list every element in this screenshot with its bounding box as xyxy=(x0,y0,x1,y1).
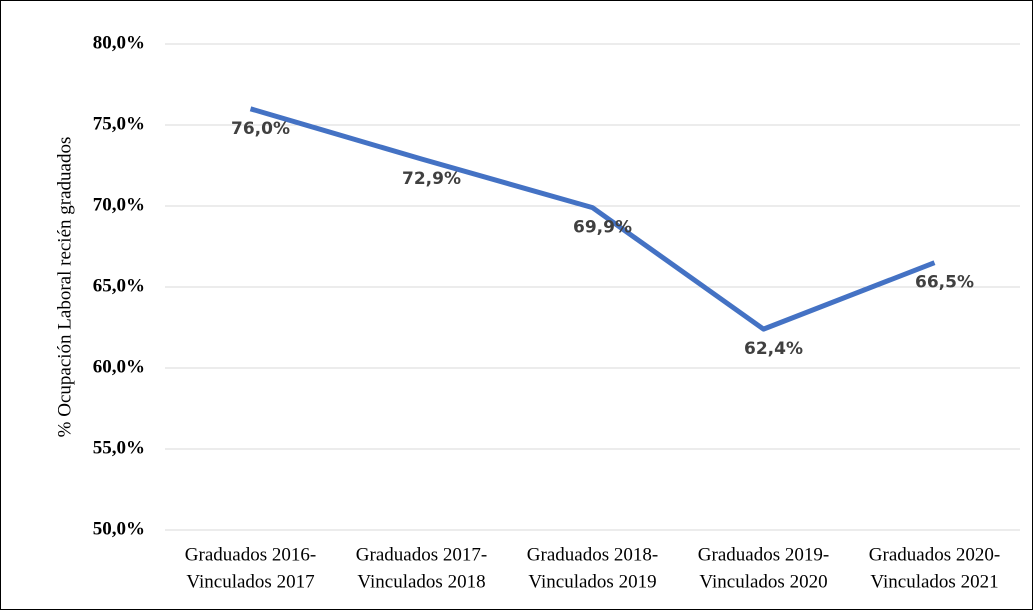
line xyxy=(249,106,936,332)
x-tick-label: Vinculados 2019 xyxy=(528,571,656,592)
x-tick-label: Graduados 2019- xyxy=(698,544,829,565)
y-tick-label: 80,0% xyxy=(93,32,145,53)
data-label: 76,0% xyxy=(231,119,290,139)
data-label: 72,9% xyxy=(402,169,461,189)
x-tick-label: Graduados 2018- xyxy=(527,544,658,565)
x-tick-label: Graduados 2017- xyxy=(356,544,487,565)
x-tick-label: Graduados 2016- xyxy=(185,544,316,565)
x-tick-label: Vinculados 2018 xyxy=(357,571,485,592)
y-tick-label: 55,0% xyxy=(93,437,145,458)
data-label: 66,5% xyxy=(915,273,974,293)
x-tick-label: Graduados 2020- xyxy=(869,544,1000,565)
y-axis-title: % Ocupación Laboral recién graduados xyxy=(54,137,75,438)
data-label: 62,4% xyxy=(744,339,803,359)
data-label: 69,9% xyxy=(573,218,632,238)
y-tick-label: 65,0% xyxy=(93,275,145,296)
y-tick-label: 75,0% xyxy=(93,113,145,134)
x-tick-label: Vinculados 2020 xyxy=(699,571,827,592)
y-tick-label: 70,0% xyxy=(93,194,145,215)
x-tick-label: Vinculados 2017 xyxy=(186,571,314,592)
x-tick-label: Vinculados 2021 xyxy=(870,571,998,592)
y-tick-label: 60,0% xyxy=(93,356,145,377)
y-tick-label: 50,0% xyxy=(93,518,145,539)
